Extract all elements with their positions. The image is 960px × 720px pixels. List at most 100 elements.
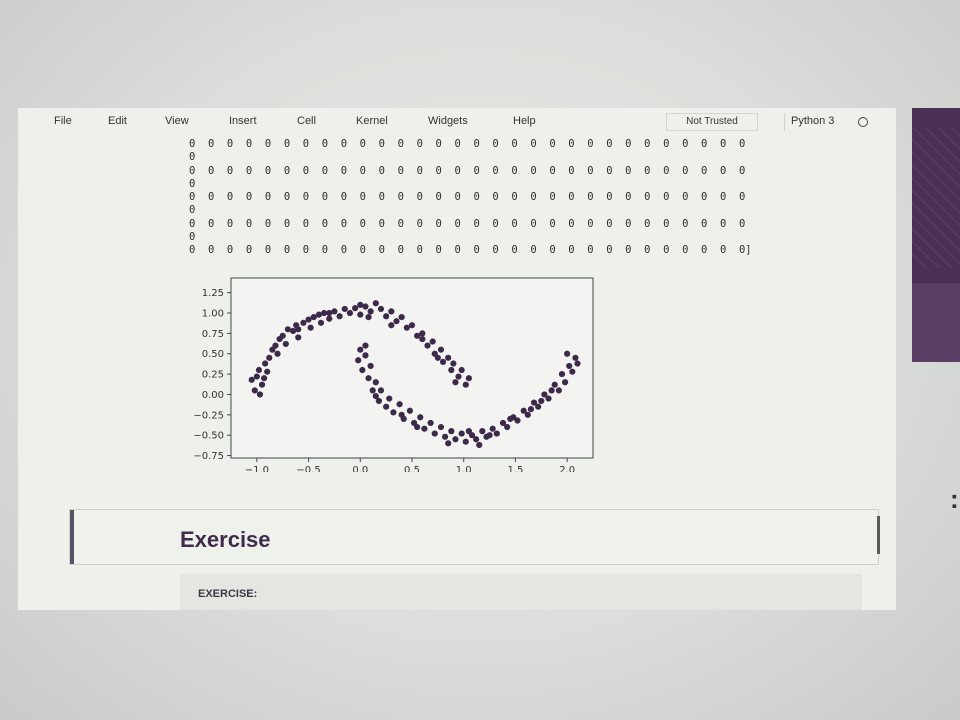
- kernel-name[interactable]: Python 3: [791, 115, 835, 127]
- menu-kernel[interactable]: Kernel: [356, 115, 388, 127]
- scatter-point: [424, 342, 431, 349]
- array-output-row: 0 0 0 0 0 0 0 0 0 0 0 0 0 0 0 0 0 0 0 0 …: [189, 164, 746, 177]
- scatter-point: [355, 357, 362, 364]
- scatter-point: [284, 326, 291, 333]
- scatter-point: [274, 350, 281, 357]
- menu-help[interactable]: Help: [513, 115, 536, 127]
- x-tick-label: 1.0: [456, 465, 472, 472]
- scatter-point: [372, 392, 379, 400]
- scatter-plot: −1.0 −0.5 0.0 0.5 1.0 1.5 2.0 −0.75 −0.50 −0.25 0.…: [193, 277, 594, 472]
- y-tick-label: 1.25: [202, 288, 224, 299]
- edge-glyph: :: [950, 484, 959, 514]
- scatter-point: [362, 303, 369, 310]
- scatter-point: [264, 368, 271, 375]
- menu-insert[interactable]: Insert: [229, 115, 257, 127]
- exercise-heading: Exercise: [180, 527, 271, 552]
- scatter-point: [507, 415, 514, 423]
- scatter-point: [390, 409, 397, 416]
- menu-edit[interactable]: Edit: [108, 115, 127, 127]
- scatter-point: [414, 332, 421, 339]
- exercise-label: EXERCISE:: [198, 588, 258, 600]
- scatter-point: [388, 308, 395, 315]
- scatter-point: [448, 366, 455, 374]
- y-tick-label: −0.25: [193, 410, 224, 421]
- scatter-point: [499, 419, 507, 427]
- scatter-point: [398, 313, 405, 321]
- scatter-point: [441, 433, 449, 440]
- scatter-point: [352, 305, 359, 312]
- scatter-point: [530, 399, 538, 406]
- x-tick-label: −0.5: [296, 465, 320, 472]
- scatter-point: [367, 362, 374, 370]
- scatter-point: [569, 368, 576, 375]
- scatter-point: [359, 366, 366, 374]
- scatter-point: [266, 354, 273, 361]
- scatter-point: [372, 300, 379, 307]
- scatter-point: [504, 423, 511, 431]
- scatter-point: [253, 373, 260, 380]
- scatter-point: [357, 301, 364, 308]
- scatter-point: [572, 354, 579, 361]
- scatter-point: [437, 346, 445, 353]
- not-trusted-button[interactable]: Not Trusted: [666, 113, 758, 131]
- scatter-point: [465, 375, 472, 382]
- x-tick-label: 1.5: [507, 465, 523, 472]
- scatter-point: [375, 397, 383, 405]
- scatter-point: [305, 316, 312, 323]
- scatter-point: [431, 430, 438, 437]
- array-output-row: 0 0 0 0 0 0 0 0 0 0 0 0 0 0 0 0 0 0 0 0 …: [189, 244, 752, 257]
- scatter-point: [346, 309, 354, 317]
- scrollbar-thumb[interactable]: [877, 516, 880, 554]
- menubar: File Edit View Insert Cell Kernel Widget…: [18, 108, 896, 136]
- scatter-point: [251, 387, 258, 394]
- scatter-point: [326, 315, 333, 322]
- y-tick-label: 0.00: [202, 390, 224, 401]
- array-output-row: 0 0 0 0 0 0 0 0 0 0 0 0 0 0 0 0 0 0 0 0 …: [189, 217, 746, 230]
- menu-widgets[interactable]: Widgets: [428, 115, 468, 127]
- scatter-point: [331, 308, 338, 315]
- y-tick-label: −0.75: [193, 451, 224, 462]
- scatter-point: [386, 395, 393, 402]
- menu-cell[interactable]: Cell: [297, 115, 316, 127]
- scatter-point: [437, 423, 445, 431]
- scatter-point: [419, 330, 426, 337]
- scatter-point: [479, 428, 486, 435]
- scatter-point: [326, 309, 333, 317]
- scatter-point: [462, 381, 469, 388]
- markdown-cell[interactable]: Exercise: [69, 509, 879, 565]
- scatter-point: [458, 430, 465, 437]
- menu-view[interactable]: View: [165, 115, 189, 127]
- y-tick-label: 0.25: [202, 370, 224, 381]
- scatter-point: [367, 308, 374, 315]
- scatter-point: [524, 411, 531, 418]
- array-output-row: 0 0 0 0 0 0 0 0 0 0 0 0 0 0 0 0 0 0 0 0 …: [189, 191, 746, 204]
- array-output-row: 0: [189, 177, 196, 190]
- scatter-point: [282, 340, 289, 348]
- notebook-window: File Edit View Insert Cell Kernel Widget…: [18, 108, 896, 610]
- side-panel-top: [912, 108, 960, 283]
- scatter-point: [272, 342, 279, 349]
- scatter-point: [362, 342, 369, 349]
- scatter-point: [462, 438, 469, 445]
- y-tick-label: −0.50: [193, 431, 224, 442]
- scatter-point: [256, 391, 264, 398]
- scatter-point: [448, 428, 455, 435]
- scatter-point: [403, 324, 410, 331]
- scatter-point: [383, 403, 390, 410]
- scatter-point: [564, 350, 571, 357]
- scatter-point: [445, 440, 452, 447]
- scatter-point: [473, 436, 480, 443]
- cell-selection-bar: [70, 510, 74, 564]
- scatter-point: [493, 430, 500, 437]
- kernel-status-icon: [858, 117, 868, 127]
- scatter-point: [452, 379, 459, 386]
- scatter-point: [574, 360, 581, 367]
- scatter-point: [414, 423, 421, 431]
- scatter-point: [455, 373, 462, 380]
- scatter-point: [520, 407, 527, 414]
- scatter-point: [465, 428, 472, 435]
- side-panel: [912, 108, 960, 362]
- scatter-point: [336, 313, 343, 320]
- menu-file[interactable]: File: [54, 115, 72, 127]
- scatter-point: [369, 387, 376, 394]
